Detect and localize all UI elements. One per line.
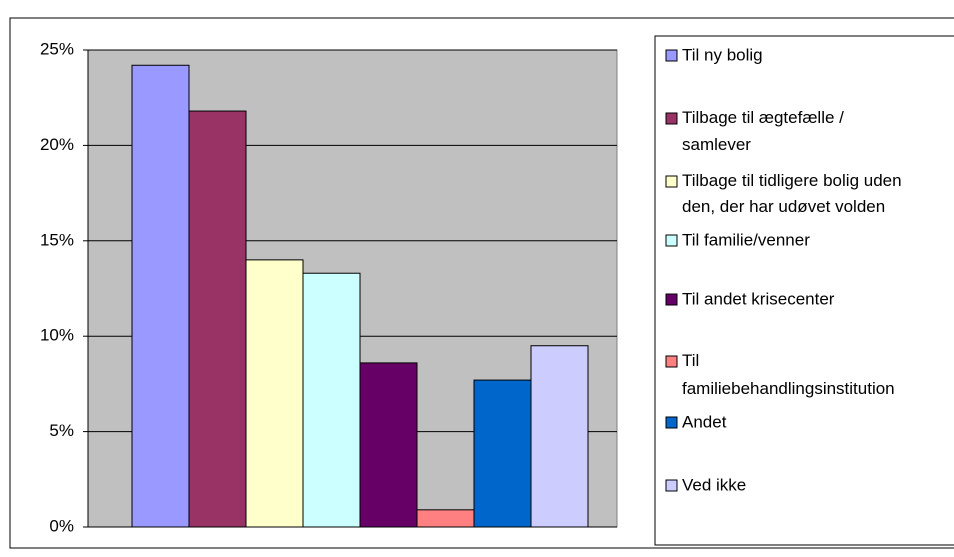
legend-swatch [665, 293, 678, 306]
legend-label: Ved ikke [682, 475, 746, 494]
bar [473, 379, 532, 528]
bar [530, 345, 589, 528]
legend-label: Tilbage til ægtefælle / samlever [682, 108, 844, 154]
y-tick-label: 15% [40, 230, 74, 249]
legend-box [654, 35, 954, 546]
legend-label: Til ny bolig [682, 45, 763, 64]
legend-swatch [665, 234, 678, 247]
bar [245, 259, 304, 528]
legend-label: Til andet krisecenter [682, 289, 835, 308]
legend-label: Tilbage til tidligere bolig uden den, der… [682, 171, 902, 216]
legend-label: Til familie/venner [682, 230, 810, 249]
y-tick-label: 0% [49, 516, 74, 535]
legend-swatch [665, 175, 678, 188]
legend: Til ny bolig Tilbage til ægtefælle / samle… [665, 45, 902, 494]
bar [188, 110, 247, 528]
y-tick-label: 10% [40, 326, 74, 345]
bar [302, 272, 361, 528]
bar [131, 64, 190, 528]
bar [359, 362, 418, 528]
legend-swatch [665, 416, 678, 429]
legend-swatch [665, 479, 678, 492]
legend-swatch [665, 49, 678, 62]
legend-swatch [665, 355, 678, 368]
legend-swatch [665, 112, 678, 125]
legend-label: Andet [682, 412, 727, 431]
y-tick-label: 5% [49, 421, 74, 440]
bar [416, 509, 475, 528]
y-tick-label: 25% [40, 39, 74, 58]
legend-label: Til familiebehandlingsinstitution [682, 351, 895, 398]
y-tick-label: 20% [40, 135, 74, 154]
